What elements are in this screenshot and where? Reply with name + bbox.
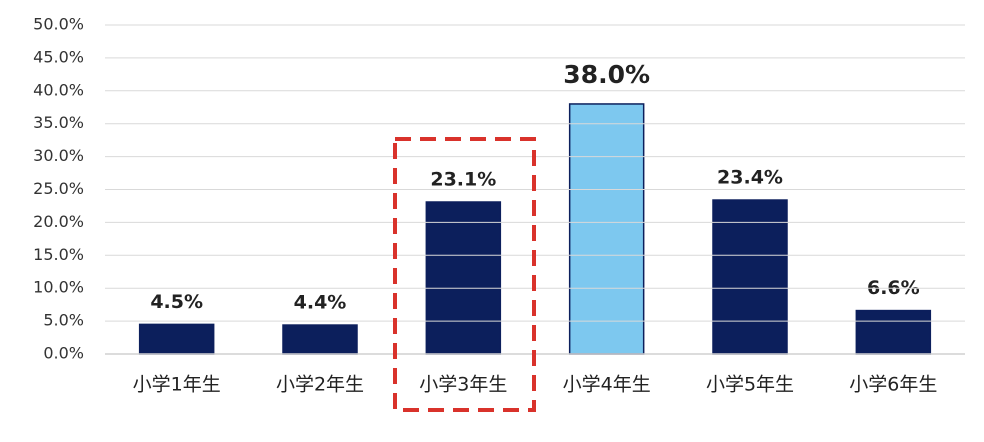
bar	[138, 323, 215, 355]
x-tick-label: 小学1年生	[133, 374, 221, 396]
y-tick-label: 40.0%	[33, 80, 84, 99]
value-label: 4.4%	[294, 292, 347, 314]
value-label: 23.4%	[717, 167, 783, 189]
y-tick-label: 10.0%	[33, 278, 84, 297]
y-tick-label: 35.0%	[33, 113, 84, 132]
x-tick-label: 小学3年生	[419, 374, 507, 396]
x-tick-label: 小学2年生	[276, 374, 364, 396]
bar	[712, 199, 788, 355]
y-tick-label: 45.0%	[33, 47, 84, 66]
y-tick-label: 30.0%	[33, 146, 84, 165]
y-tick-label: 20.0%	[33, 212, 84, 231]
y-tick-label: 25.0%	[33, 179, 84, 198]
highlight-box	[393, 137, 536, 412]
x-tick-label: 小学5年生	[706, 374, 794, 396]
y-tick-label: 50.0%	[33, 15, 84, 34]
x-tick-label: 小学4年生	[563, 374, 651, 396]
value-label: 4.5%	[150, 291, 203, 313]
y-tick-label: 0.0%	[43, 344, 84, 363]
bar	[568, 103, 645, 355]
value-label: 23.1%	[430, 169, 496, 191]
value-label: 38.0%	[563, 60, 650, 89]
y-tick-label: 15.0%	[33, 245, 84, 264]
x-tick-label: 小学6年生	[849, 374, 937, 396]
bar	[282, 324, 358, 355]
bar	[425, 201, 502, 355]
y-tick-label: 5.0%	[43, 311, 84, 330]
bar	[855, 309, 932, 355]
